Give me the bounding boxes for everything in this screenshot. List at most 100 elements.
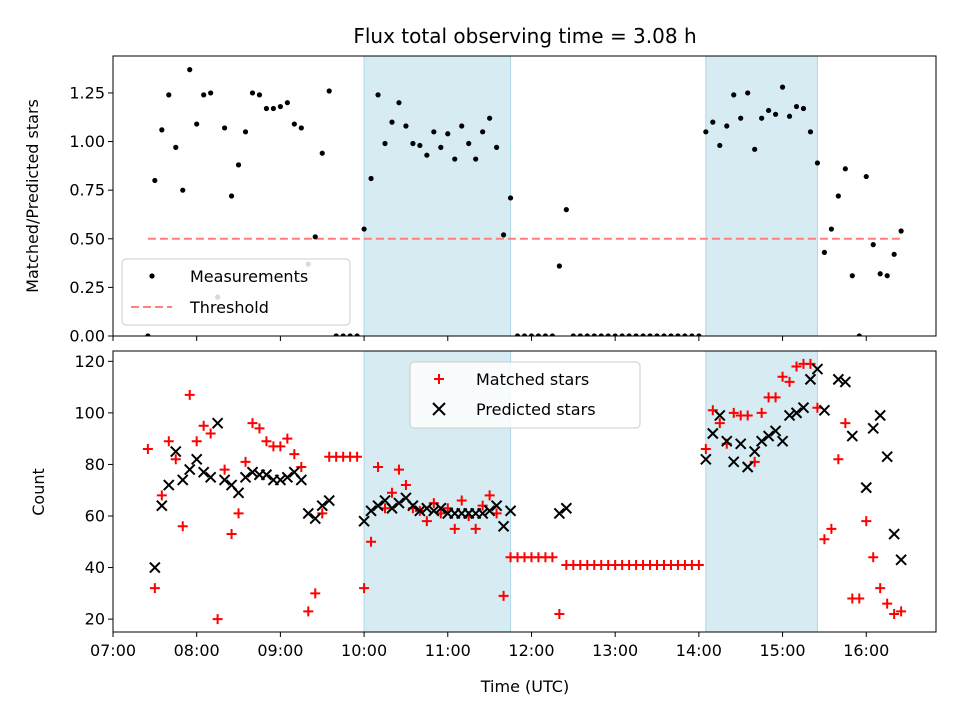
matched-star-point xyxy=(163,436,174,447)
measurement-point xyxy=(766,107,772,114)
predicted-star-point xyxy=(302,507,314,520)
y-tick-label: 100 xyxy=(74,403,105,422)
predicted-star-point xyxy=(783,409,796,422)
legend-label-measurements: Measurements xyxy=(190,267,308,286)
predicted-star-point xyxy=(839,376,852,388)
matched-star-point xyxy=(442,503,453,514)
measurement-point xyxy=(528,333,535,336)
top-y-axis-label: Matched/Predicted stars xyxy=(23,99,42,293)
matched-star-point xyxy=(296,462,307,473)
legend-label-threshold: Threshold xyxy=(189,298,269,317)
matched-star-point xyxy=(554,608,565,619)
y-tick-label: 20 xyxy=(85,610,105,629)
measurement-point xyxy=(619,333,625,336)
x-tick-label: 08:00 xyxy=(174,641,220,660)
matched-star-point xyxy=(428,498,439,509)
predicted-star-point xyxy=(316,499,328,512)
predicted-star-point xyxy=(190,453,203,465)
measurement-point xyxy=(445,131,451,137)
measurement-point xyxy=(779,84,786,90)
measurement-point xyxy=(570,333,576,336)
measurement-point xyxy=(221,125,228,131)
measurement-point xyxy=(772,111,779,117)
measurement-point xyxy=(521,333,528,336)
measurement-point xyxy=(842,166,848,172)
axes-frame xyxy=(112,55,937,337)
measurement-point xyxy=(277,103,283,110)
matched-star-point xyxy=(470,523,481,534)
legend-marker-matched xyxy=(434,374,444,384)
matched-star-point xyxy=(421,516,432,527)
x-tick-label: 13:00 xyxy=(592,641,638,660)
matched-star-point xyxy=(889,608,900,619)
predicted-star-point xyxy=(197,466,210,478)
matched-star-point xyxy=(393,464,404,475)
matched-star-point xyxy=(449,523,460,534)
predicted-star-point xyxy=(755,435,768,447)
measurement-point xyxy=(752,146,758,152)
measurement-point xyxy=(577,333,583,336)
predicted-star-point xyxy=(407,499,419,512)
measurement-point xyxy=(145,333,151,336)
measurement-point xyxy=(159,127,165,133)
bottom-y-axis-label: Count xyxy=(29,468,48,516)
measurement-point xyxy=(863,173,869,180)
matched-star-point xyxy=(714,418,725,429)
measurement-point xyxy=(605,333,611,336)
legend-marker-measurements xyxy=(149,273,155,279)
predicted-star-point xyxy=(218,474,231,486)
matched-star-point xyxy=(212,614,223,625)
measurement-point xyxy=(389,119,395,125)
measurement-point xyxy=(724,123,730,129)
measurement-point xyxy=(759,115,765,121)
predicted-star-point xyxy=(721,435,733,447)
predicted-star-point xyxy=(260,469,273,481)
measurement-point xyxy=(507,195,514,201)
matched-star-point xyxy=(400,480,411,491)
predicted-star-point xyxy=(295,474,308,486)
measurement-point xyxy=(354,333,360,336)
predicted-star-point xyxy=(762,430,775,442)
matched-star-point xyxy=(386,487,397,498)
matched-star-point xyxy=(289,449,300,460)
matched-star-point xyxy=(896,606,907,617)
measurement-point xyxy=(717,142,723,149)
measurement-point xyxy=(473,156,479,162)
predicted-star-point xyxy=(490,499,503,512)
measurement-point xyxy=(612,333,618,336)
predicted-star-point xyxy=(211,417,224,429)
bottom-panel: 20 40 60 80 100 120 07:00 08:00 09:00 10:00 11:00 1… xyxy=(74,350,937,660)
predicted-star-point xyxy=(735,438,747,450)
matched-star-point xyxy=(484,490,495,501)
predicted-star-point xyxy=(776,435,789,447)
measurement-point xyxy=(535,333,542,336)
y-tick-label: 1.25 xyxy=(69,83,105,102)
matched-star-point xyxy=(156,490,167,501)
top-panel: 0.00 0.25 0.50 0.75 1.00 1.25 Measurements Thre… xyxy=(69,55,937,346)
measurement-point xyxy=(347,333,353,336)
predicted-star-point xyxy=(790,407,803,419)
measurement-point xyxy=(696,333,702,336)
matched-star-point xyxy=(854,593,865,604)
predicted-star-point xyxy=(281,471,294,484)
matched-star-point xyxy=(728,407,739,418)
predicted-star-point xyxy=(741,461,754,473)
measurement-point xyxy=(654,333,660,336)
x-tick-label: 16:00 xyxy=(843,641,889,660)
measurement-point xyxy=(284,100,290,106)
measurement-point xyxy=(556,263,562,269)
measurement-point xyxy=(326,88,332,94)
measurement-point xyxy=(187,67,193,73)
matched-star-point xyxy=(707,405,718,416)
predicted-star-point xyxy=(358,515,370,527)
x-tick-label: 09:00 xyxy=(257,641,303,660)
measurement-point xyxy=(800,105,807,112)
x-tick-label: 14:00 xyxy=(676,641,722,660)
predicted-star-point xyxy=(560,502,573,514)
matched-star-point xyxy=(282,433,293,444)
matched-star-point xyxy=(805,358,816,369)
measurement-point xyxy=(194,121,200,127)
matched-star-point xyxy=(317,508,328,519)
matched-star-point xyxy=(373,462,384,473)
matched-star-point xyxy=(826,523,837,534)
